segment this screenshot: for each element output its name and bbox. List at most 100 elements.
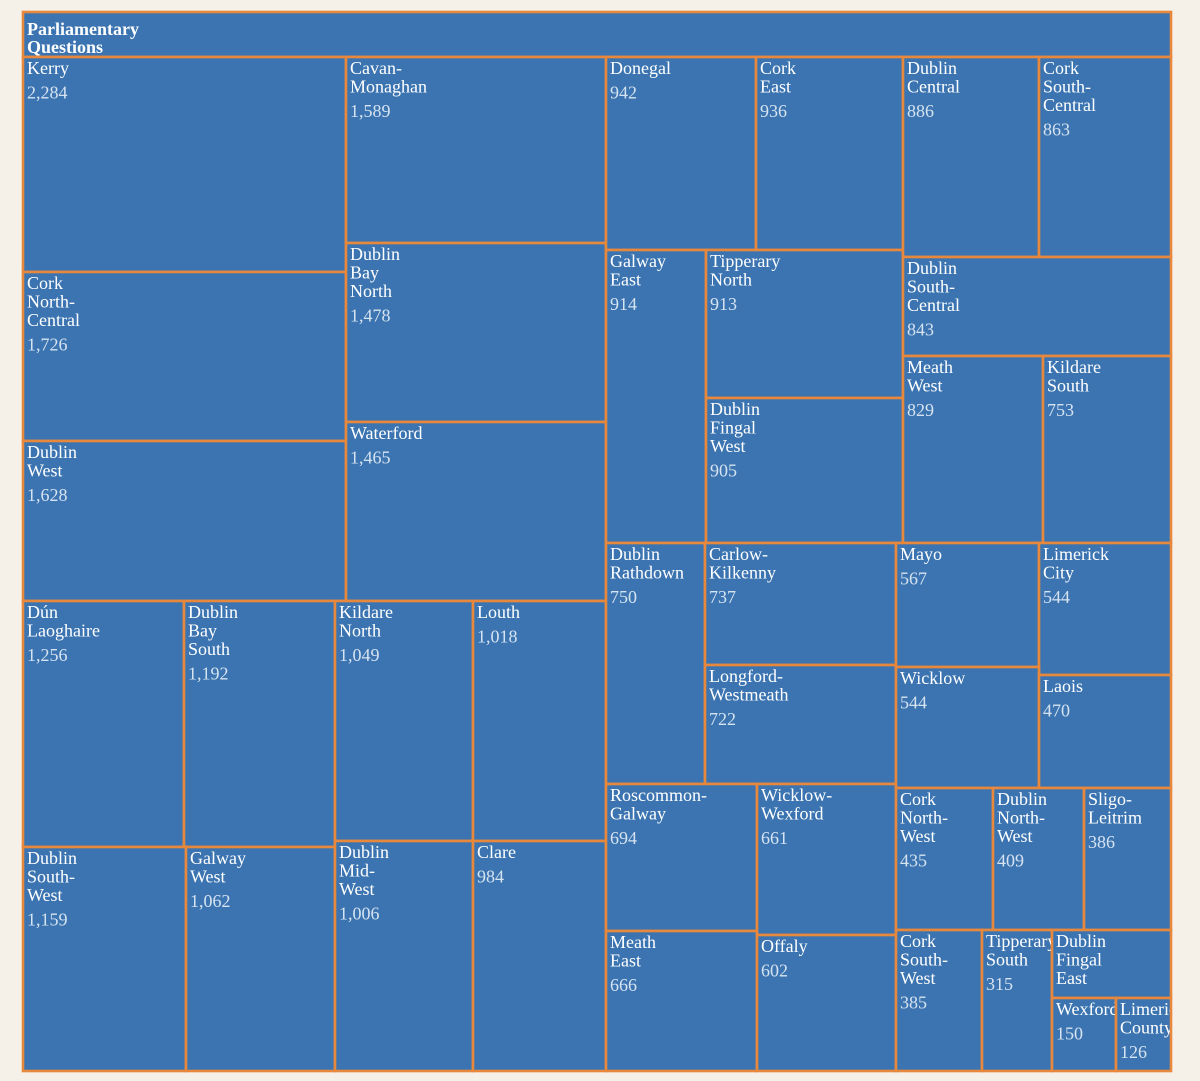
tile-name-dublin-south-central: Central <box>907 295 960 315</box>
tile-roscommon-galway <box>604 782 759 933</box>
tile-label-roscommon-galway: Roscommon-Galway 694 <box>610 785 707 848</box>
tile-value-dublin-fingal-west: 905 <box>710 461 737 481</box>
tile-name-kildare-south: South <box>1047 376 1089 396</box>
tile-name-cork-north-central: North- <box>27 292 75 312</box>
tile-value-dun-laoghaire: 1,256 <box>27 645 68 665</box>
tile-name-cork-north-west: West <box>900 826 936 846</box>
tile-wicklow-wexford <box>755 782 898 937</box>
tile-label-donegal: Donegal 942 <box>610 58 671 103</box>
tile-name-galway-west: West <box>190 867 226 887</box>
tile-value-galway-east: 914 <box>610 294 637 314</box>
tile-name-dublin-bay-south: Bay <box>188 621 217 641</box>
tile-value-meath-west: 829 <box>907 400 934 420</box>
tile-value-dublin-west: 1,628 <box>27 485 68 505</box>
tile-value-longford-westmeath: 722 <box>709 709 736 729</box>
tile-name-cork-south-west: South- <box>900 950 948 970</box>
tile-dun-laoghaire <box>21 599 186 849</box>
tile-name-dublin-mid-west: Mid- <box>339 861 375 881</box>
tile-name-dublin-bay-south: Dublin <box>188 602 238 622</box>
tile-value-offaly: 602 <box>761 961 788 981</box>
tile-name-louth: Louth <box>477 602 520 622</box>
tile-name-carlow-kilkenny: Carlow- <box>709 544 768 564</box>
tile-value-kerry: 2,284 <box>27 83 68 103</box>
tile-value-donegal: 942 <box>610 83 637 103</box>
tile-value-roscommon-galway: 694 <box>610 828 637 848</box>
tile-name-wicklow-wexford: Wicklow- <box>761 785 832 805</box>
tile-value-limerick-county: 126 <box>1120 1042 1147 1062</box>
tile-label-cavan-monaghan: Cavan-Monaghan 1,589 <box>350 58 427 121</box>
tile-name-dublin-fingal-west: Dublin <box>710 399 760 419</box>
tile-name-limerick-county: Limerick <box>1120 999 1186 1019</box>
tile-name-cork-north-west: Cork <box>900 789 936 809</box>
tile-label-louth: Louth 1,018 <box>477 602 520 647</box>
tile-limerick-county <box>1114 996 1173 1073</box>
tile-value-dublin-rathdown: 750 <box>610 587 637 607</box>
tile-name-dublin-rathdown: Rathdown <box>610 563 684 583</box>
tile-waterford <box>344 420 608 603</box>
tile-value-cavan-monaghan: 1,589 <box>350 101 391 121</box>
tile-name-mayo: Mayo <box>900 544 942 564</box>
tile-value-dublin-north-west: 409 <box>997 851 1024 871</box>
tile-name-dublin-north-west: North- <box>997 808 1045 828</box>
tile-name-tipperary-north: North <box>710 270 752 290</box>
tile-value-waterford: 1,465 <box>350 448 391 468</box>
tile-name-dublin-west: Dublin <box>27 442 77 462</box>
tile-label-kerry: Kerry 2,284 <box>27 58 69 103</box>
tile-name-dublin-bay-north: Bay <box>350 263 379 283</box>
tile-name-sligo-leitrim: Leitrim <box>1088 808 1142 828</box>
tile-value-dublin-south-central: 843 <box>907 320 934 340</box>
tile-name-cork-east: Cork <box>760 58 796 78</box>
tile-name-dublin-north-west: West <box>997 826 1033 846</box>
tile-name-longford-westmeath: Longford- <box>709 666 783 686</box>
tile-name-waterford: Waterford <box>350 423 423 443</box>
tile-name-dublin-south-west: South- <box>27 867 75 887</box>
tile-name-sligo-leitrim: Sligo- <box>1088 789 1132 809</box>
tile-name-cavan-monaghan: Monaghan <box>350 77 427 97</box>
tile-name-tipperary-north: Tipperary <box>710 251 780 271</box>
tile-value-meath-east: 666 <box>610 975 637 995</box>
chart-title-line-1: Parliamentary <box>27 19 139 39</box>
tile-value-cork-south-central: 863 <box>1043 120 1070 140</box>
tile-name-wexford: Wexford <box>1056 999 1119 1019</box>
tile-value-kildare-south: 753 <box>1047 400 1074 420</box>
tile-name-roscommon-galway: Roscommon- <box>610 785 707 805</box>
tile-name-dublin-mid-west: West <box>339 879 375 899</box>
tile-label-wexford: Wexford 150 <box>1056 999 1119 1044</box>
tile-value-tipperary-south: 315 <box>986 974 1013 994</box>
tile-name-dublin-south-central: South- <box>907 277 955 297</box>
tile-label-carlow-kilkenny: Carlow-Kilkenny 737 <box>709 544 776 607</box>
tile-value-mayo: 567 <box>900 569 927 589</box>
tile-offaly <box>755 933 898 1073</box>
chart-title-line-2: Questions <box>27 37 103 57</box>
tile-name-meath-west: Meath <box>907 357 953 377</box>
tile-value-cork-east: 936 <box>760 101 787 121</box>
tile-name-cork-east: East <box>760 77 791 97</box>
tile-value-wicklow-wexford: 661 <box>761 828 788 848</box>
tile-name-clare: Clare <box>477 842 516 862</box>
tile-value-kildare-north: 1,049 <box>339 645 380 665</box>
tile-label-sligo-leitrim: Sligo-Leitrim 386 <box>1088 789 1142 852</box>
tile-value-galway-west: 1,062 <box>190 891 231 911</box>
tile-carlow-kilkenny <box>703 541 898 667</box>
tile-name-meath-east: Meath <box>610 932 656 952</box>
tile-name-cavan-monaghan: Cavan- <box>350 58 402 78</box>
tile-name-cork-south-central: Cork <box>1043 58 1079 78</box>
tile-name-kildare-north: North <box>339 621 381 641</box>
tile-name-carlow-kilkenny: Kilkenny <box>709 563 776 583</box>
